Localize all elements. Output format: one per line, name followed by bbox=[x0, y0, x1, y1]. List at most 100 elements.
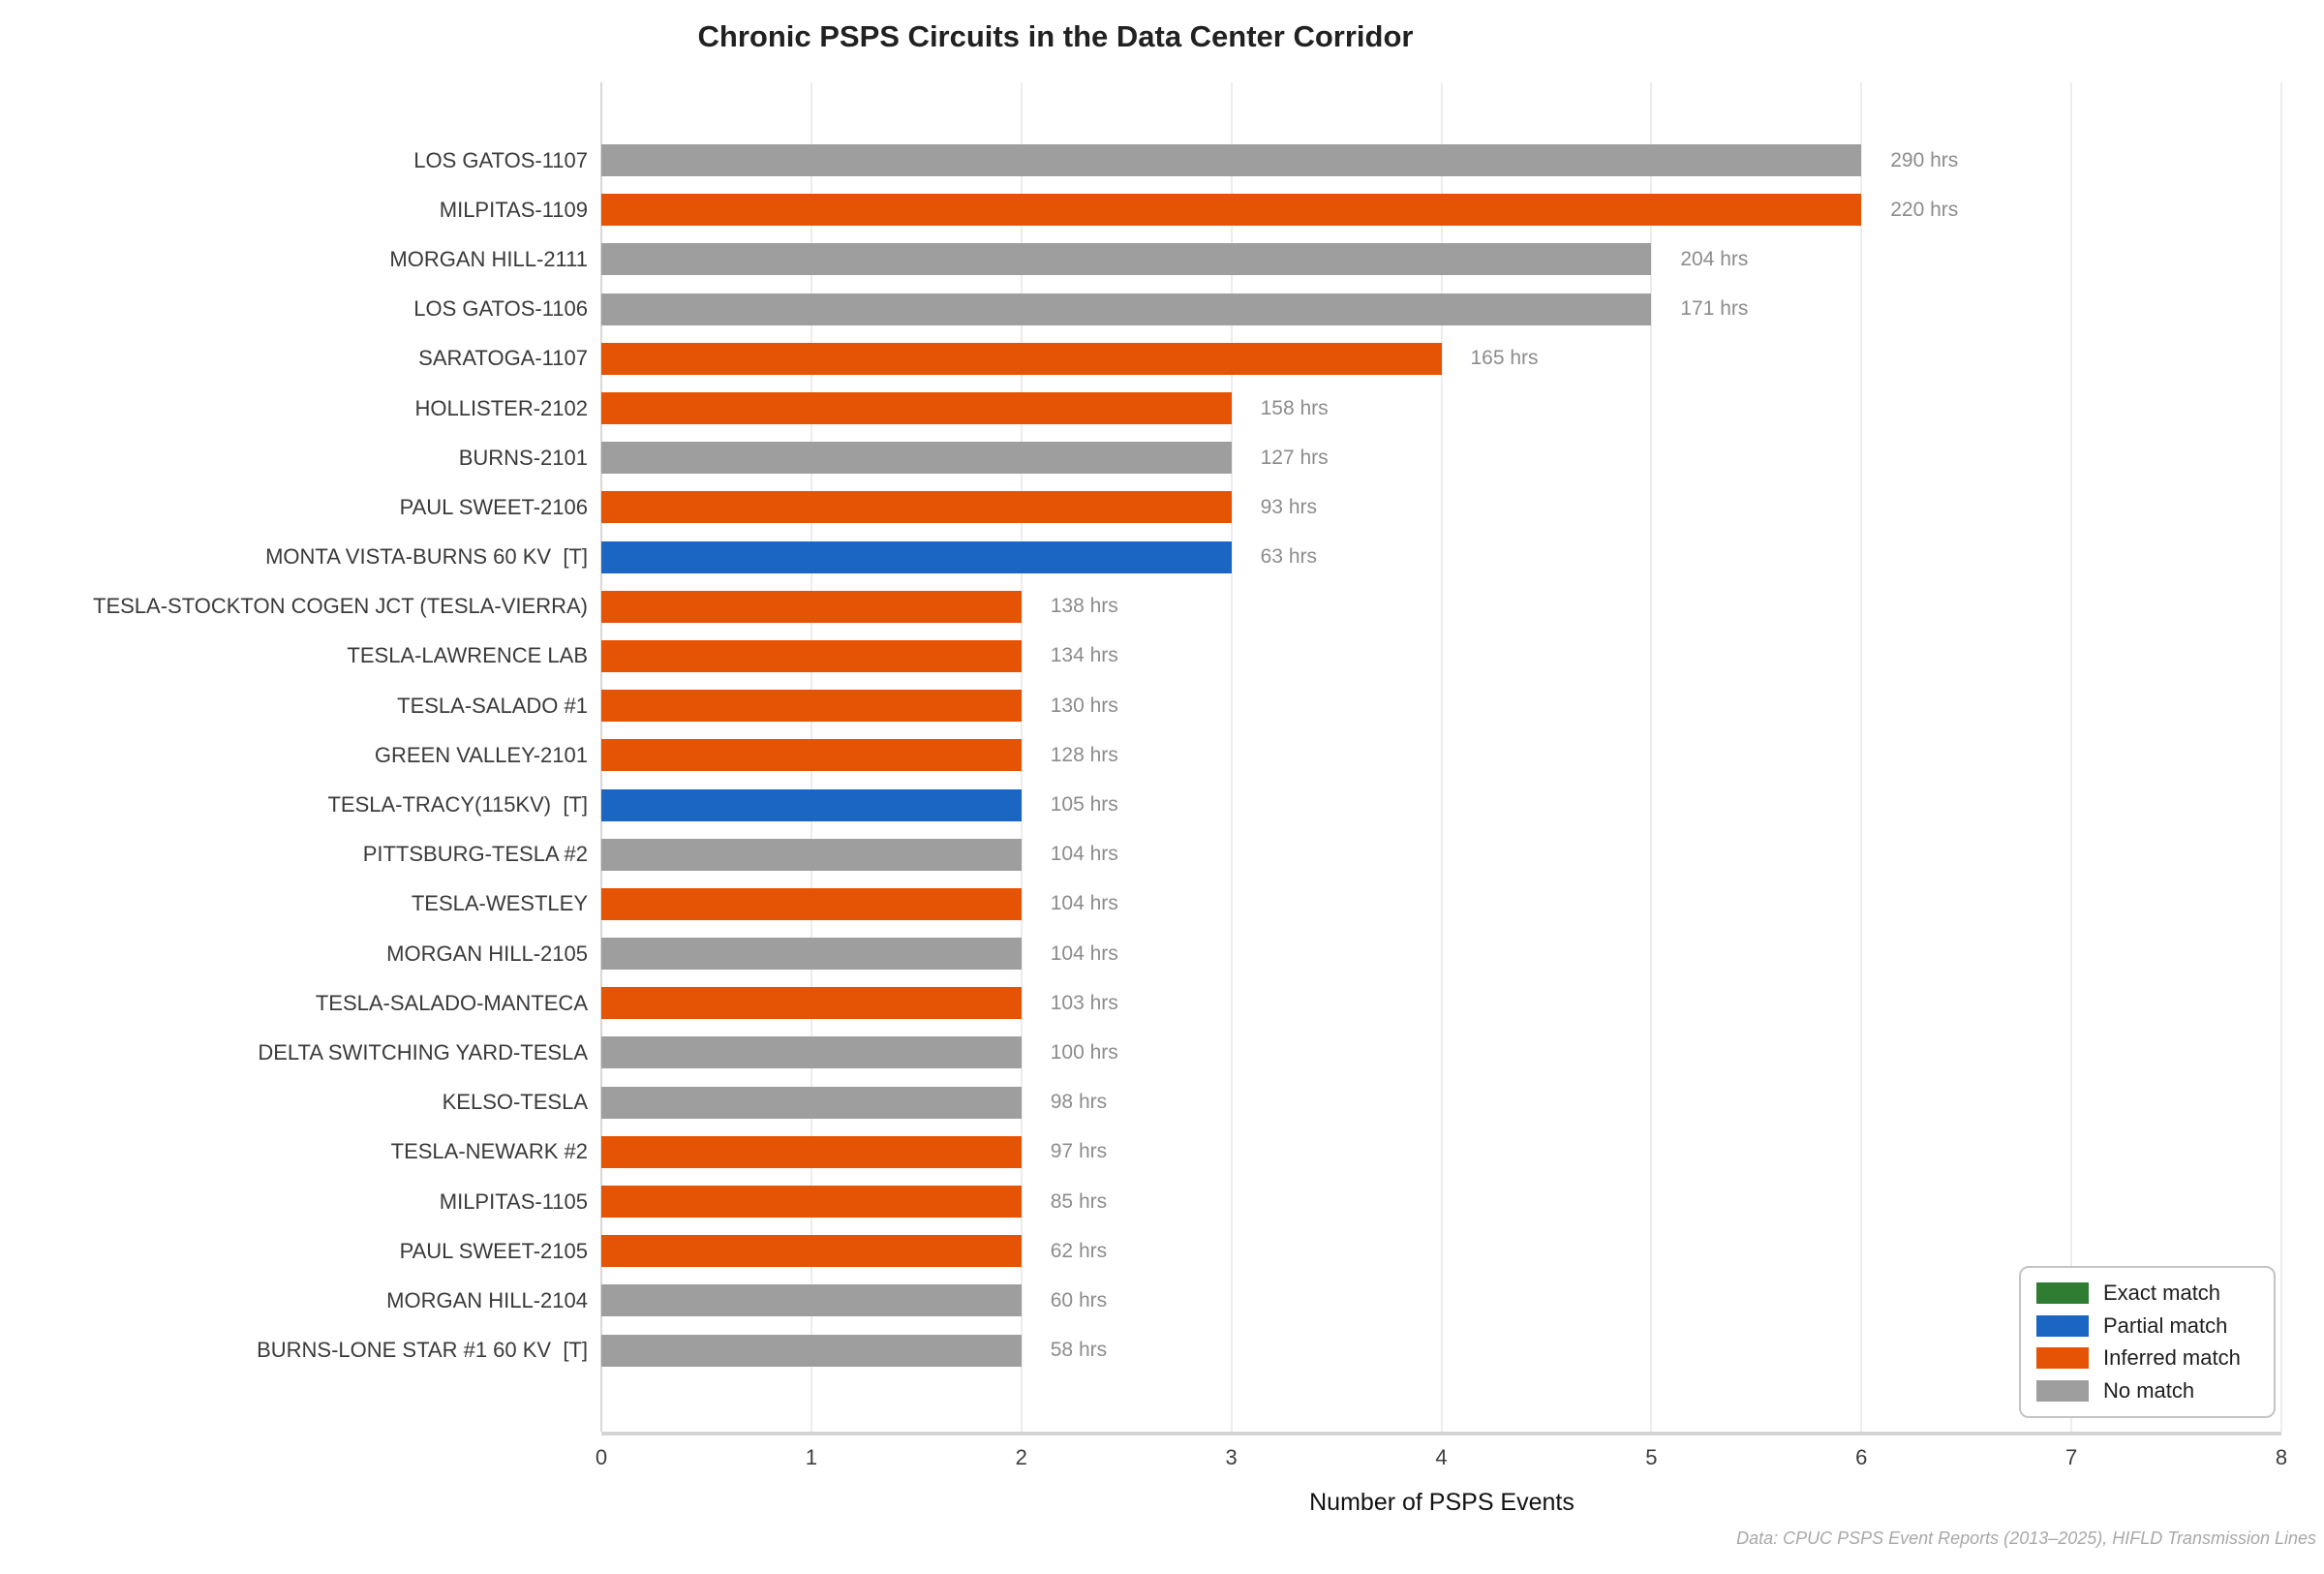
bar-inferred-match bbox=[601, 392, 1232, 425]
category-label: DELTA SWITCHING YARD-TESLA bbox=[258, 1039, 588, 1065]
gridline bbox=[2280, 82, 2282, 1432]
bar-none-match bbox=[601, 1334, 1022, 1367]
table-row: MORGAN HILL-2111 204 hrs bbox=[0, 234, 2281, 284]
value-label: 58 hrs bbox=[1050, 1339, 1108, 1362]
category-label: TESLA-TRACY(115KV) [T] bbox=[327, 792, 588, 818]
x-tick-label: 7 bbox=[2065, 1445, 2078, 1469]
bar-track: 104 hrs bbox=[601, 929, 2281, 978]
table-row: TESLA-NEWARK #2 97 hrs bbox=[0, 1127, 2281, 1177]
table-row: MORGAN HILL-2105 104 hrs bbox=[0, 929, 2281, 978]
gridline bbox=[1440, 82, 1443, 1432]
table-row: TESLA-LAWRENCE LAB 134 hrs bbox=[0, 632, 2281, 681]
table-row: MILPITAS-1109 220 hrs bbox=[0, 185, 2281, 234]
x-tick-label: 1 bbox=[805, 1445, 817, 1469]
value-label: 105 hrs bbox=[1050, 793, 1118, 817]
table-row: MONTA VISTA-BURNS 60 KV [T] 63 hrs bbox=[0, 533, 2281, 582]
bar-track: 105 hrs bbox=[601, 780, 2281, 829]
category-label: TESLA-WESTLEY bbox=[411, 891, 588, 916]
value-label: 104 hrs bbox=[1050, 892, 1118, 915]
value-label: 204 hrs bbox=[1680, 247, 1749, 270]
bar-inferred-match bbox=[601, 342, 1442, 375]
bar-track: 93 hrs bbox=[601, 482, 2281, 532]
category-label: MONTA VISTA-BURNS 60 KV [T] bbox=[265, 544, 588, 570]
table-row: BURNS-2101 127 hrs bbox=[0, 433, 2281, 482]
bar-none-match bbox=[601, 1086, 1022, 1119]
bar-partial-match bbox=[601, 540, 1232, 573]
x-tick-label: 5 bbox=[1645, 1445, 1658, 1469]
x-tick-label: 2 bbox=[1015, 1445, 1027, 1469]
value-label: 100 hrs bbox=[1050, 1040, 1118, 1064]
gridline bbox=[1230, 82, 1233, 1432]
bar-inferred-match bbox=[601, 987, 1022, 1020]
table-row: GREEN VALLEY-2101 128 hrs bbox=[0, 730, 2281, 780]
category-label: MORGAN HILL-2104 bbox=[386, 1287, 588, 1312]
x-axis-label: Number of PSPS Events bbox=[1309, 1489, 1575, 1516]
value-label: 128 hrs bbox=[1050, 743, 1118, 766]
bar-track: 98 hrs bbox=[601, 1078, 2281, 1127]
category-label: GREEN VALLEY-2101 bbox=[374, 742, 588, 767]
category-label: MORGAN HILL-2111 bbox=[389, 246, 588, 271]
bar-none-match bbox=[601, 938, 1022, 971]
value-label: 93 hrs bbox=[1260, 495, 1317, 518]
gridline bbox=[1650, 82, 1653, 1432]
value-label: 130 hrs bbox=[1050, 694, 1118, 717]
category-label: LOS GATOS-1107 bbox=[413, 147, 588, 172]
value-label: 103 hrs bbox=[1050, 991, 1118, 1014]
bar-track: 104 hrs bbox=[601, 830, 2281, 880]
value-label: 104 hrs bbox=[1050, 843, 1118, 866]
category-label: MORGAN HILL-2105 bbox=[386, 941, 588, 966]
bar-inferred-match bbox=[601, 739, 1022, 772]
legend-label: Exact match bbox=[2103, 1281, 2221, 1306]
value-label: 290 hrs bbox=[1890, 148, 1959, 171]
category-label: TESLA-LAWRENCE LAB bbox=[347, 643, 588, 668]
bar-track: 130 hrs bbox=[601, 681, 2281, 730]
table-row: BURNS-LONE STAR #1 60 KV [T] 58 hrs bbox=[0, 1326, 2281, 1375]
bar-inferred-match bbox=[601, 887, 1022, 920]
bar-track: 104 hrs bbox=[601, 880, 2281, 929]
table-row: SARATOGA-1107 165 hrs bbox=[0, 334, 2281, 384]
value-label: 104 hrs bbox=[1050, 941, 1118, 965]
bar-inferred-match bbox=[601, 194, 1862, 227]
legend-label: Partial match bbox=[2103, 1312, 2228, 1338]
legend-item: No match bbox=[2036, 1378, 2258, 1404]
bar-track: 60 hrs bbox=[601, 1276, 2281, 1325]
legend-item: Inferred match bbox=[2036, 1345, 2258, 1371]
value-label: 134 hrs bbox=[1050, 644, 1118, 667]
value-label: 165 hrs bbox=[1470, 347, 1539, 370]
bar-track: 290 hrs bbox=[601, 136, 2281, 185]
value-label: 98 hrs bbox=[1050, 1091, 1108, 1114]
value-label: 158 hrs bbox=[1260, 396, 1329, 419]
category-label: BURNS-LONE STAR #1 60 KV [T] bbox=[257, 1338, 588, 1363]
bar-track: 100 hrs bbox=[601, 1028, 2281, 1077]
category-label: TESLA-STOCKTON COGEN JCT (TESLA-VIERRA) bbox=[93, 594, 588, 619]
bar-none-match bbox=[601, 838, 1022, 871]
table-row: TESLA-SALADO #1 130 hrs bbox=[0, 681, 2281, 730]
x-tick-label: 6 bbox=[1855, 1445, 1868, 1469]
category-label: TESLA-SALADO #1 bbox=[397, 693, 588, 718]
bar-inferred-match bbox=[601, 639, 1022, 672]
bar-inferred-match bbox=[601, 690, 1022, 723]
table-row: LOS GATOS-1107 290 hrs bbox=[0, 136, 2281, 185]
bar-none-match bbox=[601, 1284, 1022, 1317]
bar-none-match bbox=[601, 1036, 1022, 1069]
value-label: 85 hrs bbox=[1050, 1189, 1108, 1213]
x-tick-label: 8 bbox=[2275, 1445, 2288, 1469]
bar-track: 63 hrs bbox=[601, 533, 2281, 582]
category-label: PITTSBURG-TESLA #2 bbox=[362, 842, 588, 867]
legend-swatch-exact bbox=[2036, 1282, 2089, 1305]
value-label: 63 hrs bbox=[1260, 545, 1317, 569]
gridline bbox=[2070, 82, 2073, 1432]
category-label: PAUL SWEET-2106 bbox=[399, 494, 588, 519]
value-label: 171 hrs bbox=[1680, 297, 1749, 321]
table-row: TESLA-STOCKTON COGEN JCT (TESLA-VIERRA) 1… bbox=[0, 582, 2281, 632]
category-label: TESLA-SALADO-MANTECA bbox=[315, 990, 588, 1015]
bar-track: 134 hrs bbox=[601, 632, 2281, 681]
legend-item: Partial match bbox=[2036, 1313, 2258, 1339]
value-label: 60 hrs bbox=[1050, 1288, 1108, 1312]
x-tick-label: 0 bbox=[595, 1445, 608, 1469]
chart-title: Chronic PSPS Circuits in the Data Center… bbox=[697, 19, 1414, 53]
bar-track: 58 hrs bbox=[601, 1326, 2281, 1375]
bar-track: 158 hrs bbox=[601, 384, 2281, 433]
bar-track: 220 hrs bbox=[601, 185, 2281, 234]
